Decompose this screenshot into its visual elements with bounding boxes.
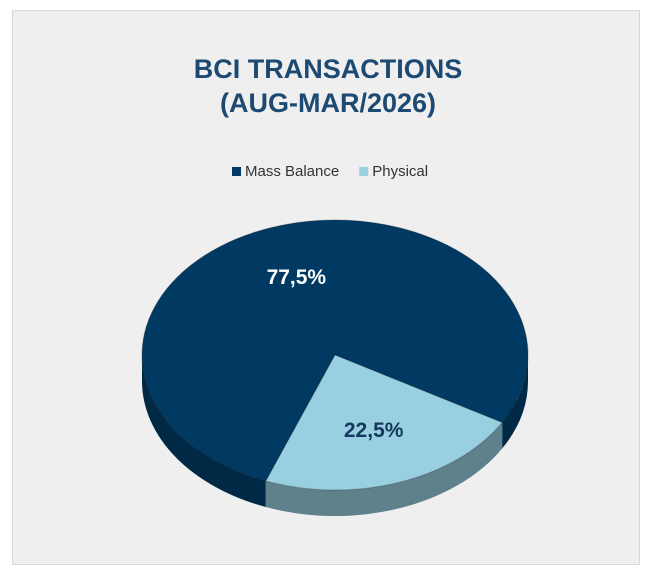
slice-side (265, 422, 503, 516)
legend-label: Physical (372, 163, 428, 180)
slice-side (502, 355, 528, 449)
legend-swatch (359, 167, 369, 176)
legend-label: Mass Balance (245, 163, 339, 180)
data-label: 22,5% (344, 419, 404, 442)
data-label: 77,5% (267, 266, 327, 289)
chart-title: BCI TRANSACTIONS (AUG-MAR/2026) (193, 54, 463, 118)
slice-side (142, 355, 266, 508)
slice (141, 219, 529, 482)
slice (265, 354, 503, 491)
legend-swatch (232, 167, 241, 176)
